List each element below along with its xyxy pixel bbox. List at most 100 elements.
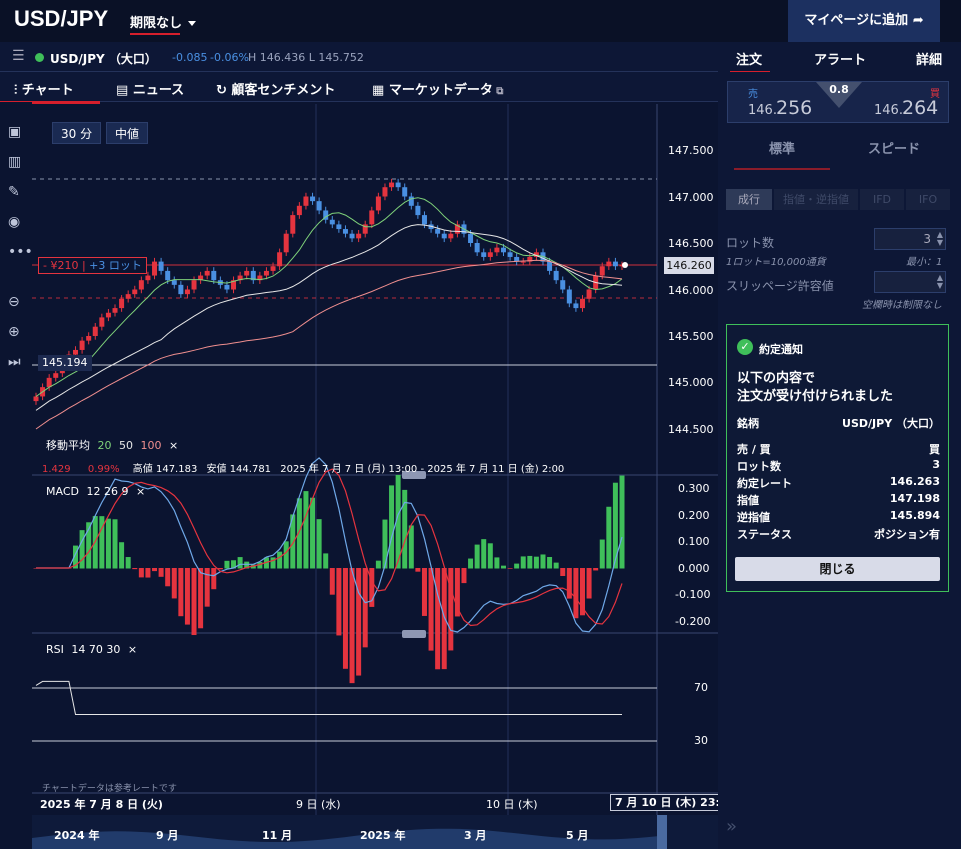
ma-label: 移動平均 bbox=[46, 439, 90, 452]
notice-key: 売 / 買 bbox=[737, 443, 771, 456]
tab-detail[interactable]: 詳細 bbox=[916, 53, 943, 68]
add-to-mypage-button[interactable]: マイページに追加 ➦ bbox=[788, 0, 940, 42]
price-chart[interactable] bbox=[0, 0, 718, 849]
notice-row: 銘柄 USD/JPY （大口） bbox=[737, 415, 940, 431]
order-type-limit[interactable]: 指値・逆指値 bbox=[774, 189, 858, 210]
slippage-input[interactable]: ▲ ▼ bbox=[874, 271, 946, 293]
candle bbox=[191, 280, 197, 290]
candle bbox=[33, 396, 39, 402]
sell-quote[interactable]: 売 146. 256 bbox=[728, 82, 838, 122]
price-tick: 147.000 bbox=[668, 191, 714, 204]
candle bbox=[316, 201, 322, 211]
candle bbox=[375, 196, 381, 211]
navigator-area[interactable] bbox=[32, 828, 657, 849]
candle bbox=[125, 294, 131, 299]
indicator-icon[interactable]: ▥ bbox=[8, 154, 22, 170]
candle bbox=[389, 182, 395, 188]
candle bbox=[487, 252, 493, 257]
candle bbox=[612, 261, 618, 267]
tab-market-data[interactable]: ▦ マーケットデータ ⧉ bbox=[372, 79, 503, 98]
macd-label: MACD bbox=[46, 485, 79, 498]
range-high: 高値 147.183 bbox=[132, 464, 198, 475]
candle bbox=[171, 280, 177, 285]
skip-end-icon[interactable]: ⏭ bbox=[8, 354, 21, 370]
candle bbox=[165, 270, 171, 281]
zoom-in-icon[interactable]: ⊕ bbox=[8, 324, 20, 340]
collapse-panel-icon[interactable]: » bbox=[726, 816, 738, 837]
candle bbox=[494, 247, 500, 253]
macd-histogram-bar bbox=[125, 557, 131, 569]
order-type-ifd[interactable]: IFD bbox=[860, 189, 904, 210]
navigator-handle[interactable] bbox=[657, 815, 667, 849]
buy-price-int: 146. bbox=[874, 103, 903, 118]
notice-row: ステータス ポジション有 bbox=[737, 526, 940, 542]
candle bbox=[415, 205, 421, 216]
price-type-select[interactable]: 中値 bbox=[106, 122, 149, 144]
notice-row: 逆指値 145.894 bbox=[737, 509, 940, 525]
menu-icon[interactable]: ☰ bbox=[12, 48, 25, 64]
notice-key: 約定レート bbox=[737, 477, 792, 490]
candle bbox=[599, 266, 605, 276]
tab-standard[interactable]: 標準 bbox=[734, 138, 830, 170]
macd-histogram-bar bbox=[494, 557, 500, 569]
range-stats: 1.429 0.99% 高値 147.183 安値 144.781 2025 年… bbox=[42, 460, 564, 475]
lot-hint: 1ロット=10,000通貨 bbox=[726, 257, 826, 268]
settings-icon[interactable]: ▣ bbox=[8, 124, 22, 140]
period-select[interactable]: 期限なし bbox=[130, 12, 197, 35]
notice-value: 146.263 bbox=[889, 475, 940, 488]
candle bbox=[211, 270, 217, 281]
buy-quote[interactable]: 買 146. 264 bbox=[840, 82, 950, 122]
news-icon: ▤ bbox=[116, 83, 133, 98]
tab-chart[interactable]: ⫶ チャート bbox=[0, 79, 100, 104]
stepper-icon[interactable]: ▲ ▼ bbox=[936, 230, 943, 247]
macd-histogram-bar bbox=[119, 542, 125, 569]
macd-histogram-bar bbox=[237, 557, 243, 569]
candle bbox=[507, 252, 513, 257]
more-icon[interactable]: ••• bbox=[8, 244, 33, 260]
macd-histogram-bar bbox=[323, 553, 329, 569]
macd-histogram-bar bbox=[290, 514, 296, 569]
lot-input[interactable]: 3 ▲ ▼ bbox=[874, 228, 946, 250]
stepper-icon[interactable]: ▲ ▼ bbox=[936, 273, 943, 290]
rsi-panel-handle[interactable] bbox=[402, 630, 426, 638]
candle bbox=[132, 289, 138, 295]
price-tick: 147.500 bbox=[668, 144, 714, 157]
order-type-ifo[interactable]: IFO bbox=[906, 189, 950, 210]
zoom-out-icon[interactable]: ⊖ bbox=[8, 294, 20, 310]
eye-icon[interactable]: ◉ bbox=[8, 214, 21, 230]
macd-histogram-bar bbox=[112, 519, 118, 569]
nav-label: 5 月 bbox=[566, 829, 589, 842]
candles-group bbox=[33, 178, 625, 405]
order-type-market[interactable]: 成行 bbox=[726, 189, 772, 210]
candle bbox=[619, 265, 625, 267]
notice-value: 147.198 bbox=[889, 492, 940, 505]
close-button[interactable]: 閉じる bbox=[735, 557, 940, 581]
tab-order[interactable]: 注文 bbox=[730, 49, 770, 74]
macd-histogram-bar bbox=[310, 497, 316, 569]
close-icon[interactable]: × bbox=[127, 643, 138, 656]
macd-histogram-bar bbox=[191, 568, 197, 636]
calendar-icon: ▦ bbox=[372, 83, 389, 98]
macd-histogram-bar bbox=[296, 498, 302, 569]
pencil-icon[interactable]: ✎ bbox=[8, 184, 20, 200]
macd-histogram-bar bbox=[349, 568, 355, 684]
tab-news[interactable]: ▤ ニュース bbox=[116, 79, 184, 98]
candle bbox=[573, 303, 579, 309]
macd-histogram-bar bbox=[356, 568, 362, 676]
macd-panel-handle[interactable] bbox=[402, 471, 426, 479]
ma-100-line bbox=[35, 259, 623, 430]
candle bbox=[277, 252, 283, 267]
macd-tick: 0.000 bbox=[678, 562, 710, 575]
position-tag[interactable]: - ¥210 | +3 ロット bbox=[38, 257, 147, 274]
price-tick: 145.500 bbox=[668, 330, 714, 343]
macd-tick: 0.200 bbox=[678, 509, 710, 522]
macd-series bbox=[33, 457, 625, 684]
candle bbox=[310, 196, 316, 202]
close-icon[interactable]: × bbox=[169, 439, 179, 452]
symbol-title: USD/JPY bbox=[14, 6, 109, 31]
interval-select[interactable]: 30 分 bbox=[52, 122, 102, 144]
tab-alert[interactable]: アラート bbox=[814, 53, 867, 68]
tab-sentiment[interactable]: ↻ 顧客センチメント bbox=[216, 79, 335, 98]
close-icon[interactable]: × bbox=[135, 485, 146, 498]
tab-speed[interactable]: スピード bbox=[846, 138, 942, 170]
